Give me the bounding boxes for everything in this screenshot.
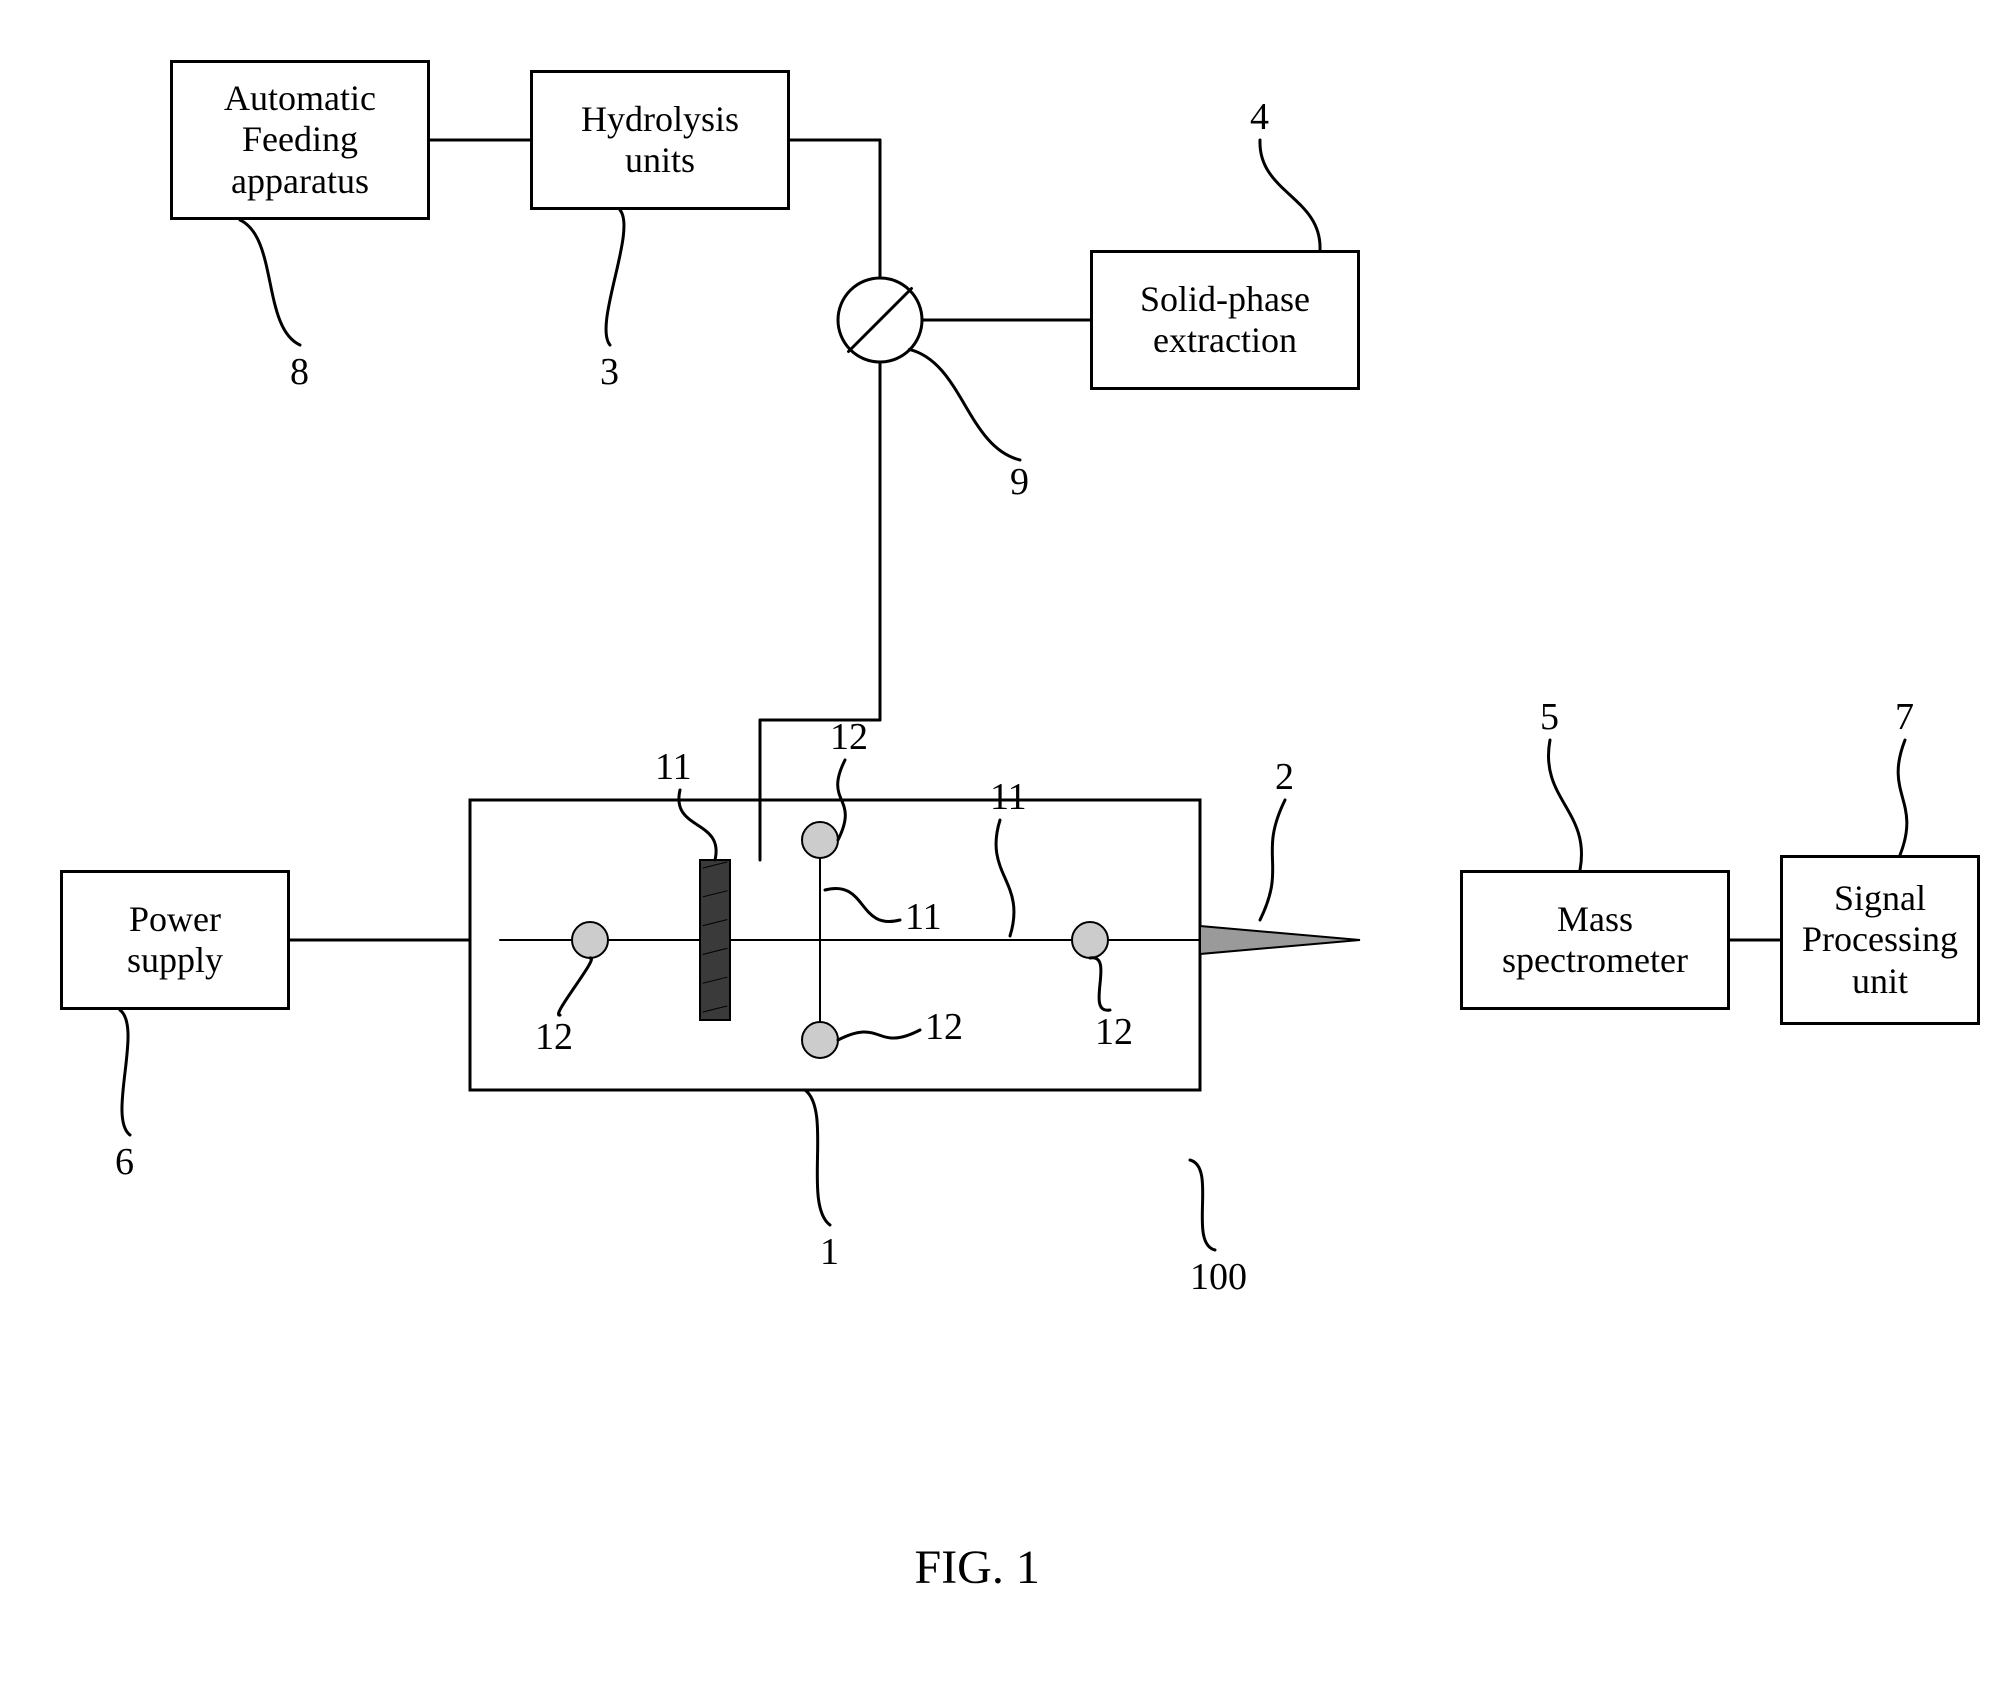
callout-8: 8 bbox=[290, 350, 309, 394]
diagram-stage: AutomaticFeedingapparatus Hydrolysisunit… bbox=[0, 0, 1989, 1681]
callout-4: 4 bbox=[1250, 95, 1269, 139]
callout-12-a: 12 bbox=[535, 1015, 573, 1059]
callout-11-c: 11 bbox=[990, 775, 1027, 819]
callout-9: 9 bbox=[1010, 460, 1029, 504]
callout-12-c: 12 bbox=[925, 1005, 963, 1049]
figure-caption: FIG. 1 bbox=[915, 1540, 1040, 1595]
callout-12-d: 12 bbox=[1095, 1010, 1133, 1054]
callout-6: 6 bbox=[115, 1140, 134, 1184]
callout-11-a: 11 bbox=[655, 745, 692, 789]
callout-100: 100 bbox=[1190, 1255, 1247, 1299]
callout-7: 7 bbox=[1895, 695, 1914, 739]
callout-2: 2 bbox=[1275, 755, 1294, 799]
callout-12-b: 12 bbox=[830, 715, 868, 759]
callout-11-b: 11 bbox=[905, 895, 942, 939]
callout-3: 3 bbox=[600, 350, 619, 394]
callout-1: 1 bbox=[820, 1230, 839, 1274]
callout-5: 5 bbox=[1540, 695, 1559, 739]
connections-overlay bbox=[0, 0, 1989, 1681]
